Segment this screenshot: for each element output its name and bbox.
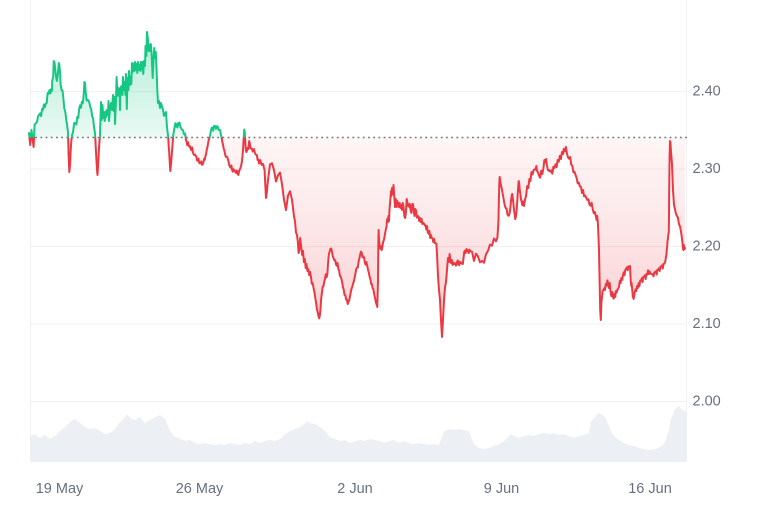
svg-text:2 Jun: 2 Jun: [337, 481, 372, 497]
svg-text:16 Jun: 16 Jun: [628, 481, 672, 497]
svg-text:2.30: 2.30: [693, 161, 721, 177]
svg-text:26 May: 26 May: [176, 481, 224, 497]
svg-text:19 May: 19 May: [36, 481, 84, 497]
svg-text:2.10: 2.10: [693, 316, 721, 332]
svg-text:2.00: 2.00: [693, 394, 721, 410]
svg-text:2.20: 2.20: [693, 239, 721, 255]
svg-text:9 Jun: 9 Jun: [484, 481, 519, 497]
svg-text:2.40: 2.40: [693, 84, 721, 100]
